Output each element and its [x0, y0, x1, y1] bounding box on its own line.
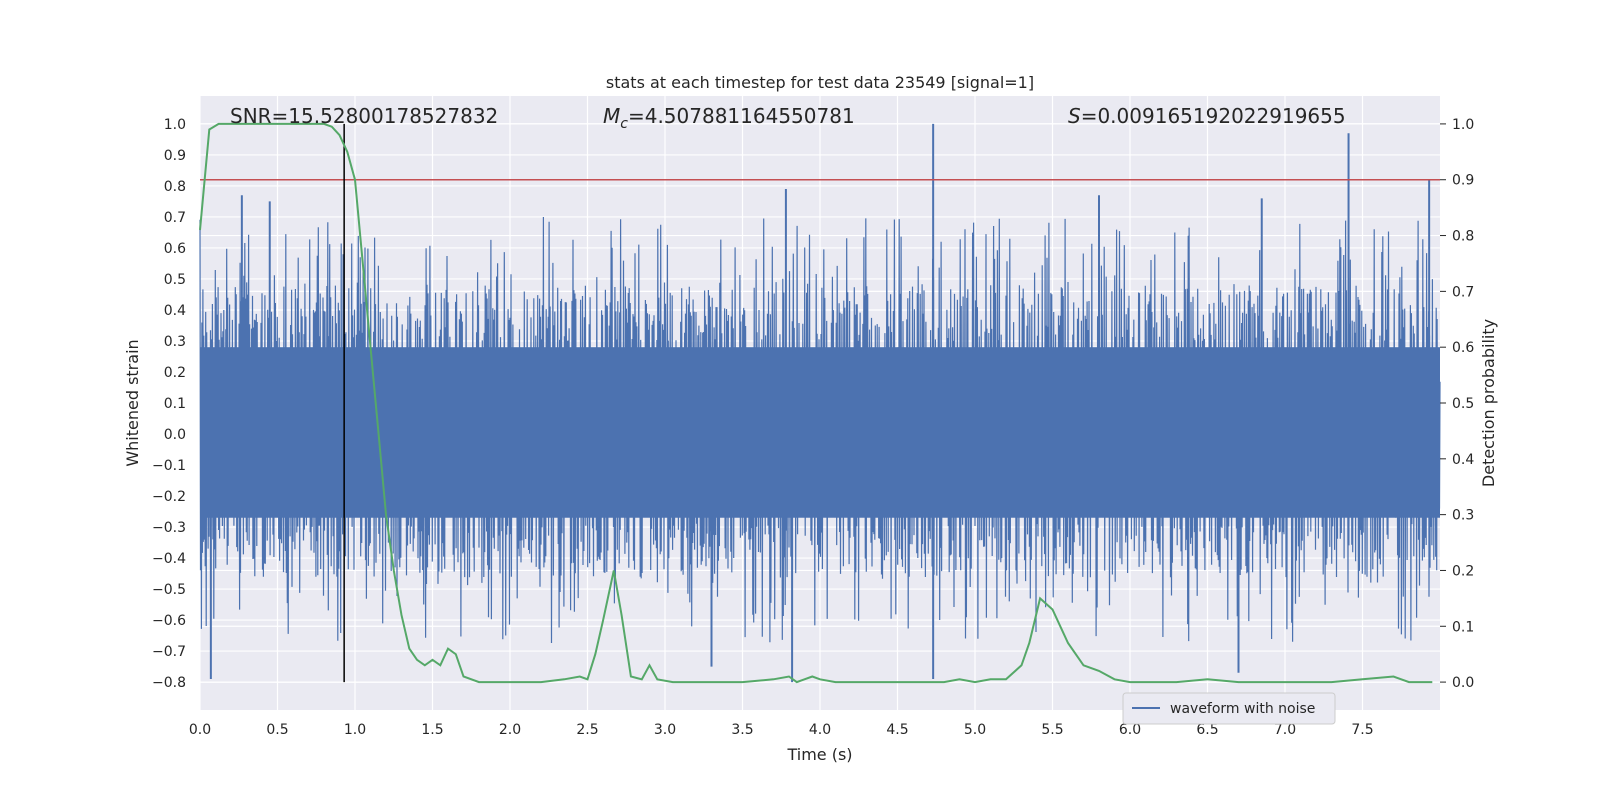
- y2-tick-label: 0.2: [1452, 563, 1474, 579]
- chirp-mass-value: =4.507881164550781: [628, 104, 855, 128]
- y2-tick-label: 0.6: [1452, 340, 1474, 356]
- y-tick-label: 0.2: [164, 365, 186, 381]
- legend-box: [1122, 692, 1336, 725]
- x-tick-label: 0.5: [266, 722, 288, 738]
- y2-tick-label: 0.5: [1452, 396, 1474, 412]
- x-tick-label: 0.0: [189, 722, 211, 738]
- x-tick-label: 1.0: [344, 722, 366, 738]
- y-tick-label: 0.3: [164, 334, 186, 350]
- y-tick-label: −0.5: [152, 582, 186, 598]
- probability-line: [199, 122, 1433, 684]
- x-tick-label: 2.5: [576, 722, 598, 738]
- s-annotation: S=0.009165192022919655: [1068, 104, 1346, 128]
- y-tick-label: 0.8: [164, 179, 186, 195]
- y2-axis-ticks: 1.0 0.9 0.8 0.7 0.6 0.5 0.4 0.3 0.2 0.1 0.0: [1440, 117, 1474, 691]
- y-tick-label: 0.7: [164, 210, 186, 226]
- y-tick-label: 1.0: [164, 117, 186, 133]
- y-tick-label: 0.4: [164, 303, 186, 319]
- x-tick-label: 7.0: [1274, 722, 1296, 738]
- y-axis-ticks: 1.0 0.9 0.8 0.7 0.6 0.5 0.4 0.3 0.2 0.1 0.0 −0.1 −0.…: [152, 117, 186, 691]
- y-axis-label: Whitened strain: [123, 339, 142, 466]
- x-tick-label: 3.0: [654, 722, 676, 738]
- y2-axis-label: Detection probability: [1479, 319, 1498, 487]
- y-tick-label: 0.6: [164, 241, 186, 257]
- y-tick-label: −0.7: [152, 644, 186, 660]
- x-tick-label: 4.0: [809, 722, 831, 738]
- y2-tick-label: 0.8: [1452, 229, 1474, 245]
- y-tick-label: 0.1: [164, 396, 186, 412]
- y-tick-label: −0.4: [152, 551, 186, 567]
- x-tick-label: 2.0: [499, 722, 521, 738]
- x-tick-label: 5.0: [964, 722, 986, 738]
- overlay-lines: [200, 123, 1440, 683]
- x-tick-label: 7.5: [1351, 722, 1373, 738]
- s-symbol: S: [1068, 104, 1081, 128]
- y2-tick-label: 0.0: [1452, 675, 1474, 691]
- y2-tick-label: 1.0: [1452, 117, 1474, 133]
- waveform-series: [199, 123, 1441, 683]
- x-tick-label: 3.5: [731, 722, 753, 738]
- y-tick-label: 0.5: [164, 272, 186, 288]
- s-value: =0.009165192022919655: [1081, 104, 1346, 128]
- y2-tick-label: 0.7: [1452, 284, 1474, 300]
- x-tick-label: 6.5: [1196, 722, 1218, 738]
- y2-tick-label: 0.4: [1452, 452, 1474, 468]
- x-axis-ticks: 0.0 0.5 1.0 1.5 2.0 2.5 3.0 3.5 4.0 4.5 5.0 5.5 6.0 6…: [189, 722, 1374, 738]
- chirp-mass-annotation: Mc=4.507881164550781: [603, 104, 855, 132]
- y-tick-label: −0.2: [152, 489, 186, 505]
- x-tick-label: 1.5: [421, 722, 443, 738]
- y2-tick-label: 0.3: [1452, 508, 1474, 524]
- chart-title: stats at each timestep for test data 235…: [606, 73, 1034, 92]
- y-tick-label: −0.1: [152, 458, 186, 474]
- y-tick-label: 0.0: [164, 427, 186, 443]
- y-tick-label: 0.9: [164, 148, 186, 164]
- probability-series: [199, 122, 1433, 684]
- legend-label: waveform with noise: [1170, 701, 1315, 717]
- x-tick-label: 5.5: [1041, 722, 1063, 738]
- y2-tick-label: 0.1: [1452, 619, 1474, 635]
- x-tick-label: 4.5: [886, 722, 908, 738]
- legend: waveform with noise: [1122, 692, 1336, 725]
- snr-annotation: SNR=15.52800178527832: [230, 104, 498, 128]
- x-tick-label: 6.0: [1119, 722, 1141, 738]
- y-tick-label: −0.6: [152, 613, 186, 629]
- chirp-mass-symbol: M: [603, 104, 620, 128]
- y-tick-label: −0.3: [152, 520, 186, 536]
- y2-tick-label: 0.9: [1452, 173, 1474, 189]
- x-axis-label: Time (s): [786, 745, 852, 764]
- waveform-core-band: [200, 347, 1440, 518]
- chirp-mass-subscript: c: [620, 116, 628, 132]
- y-tick-label: −0.8: [152, 675, 186, 691]
